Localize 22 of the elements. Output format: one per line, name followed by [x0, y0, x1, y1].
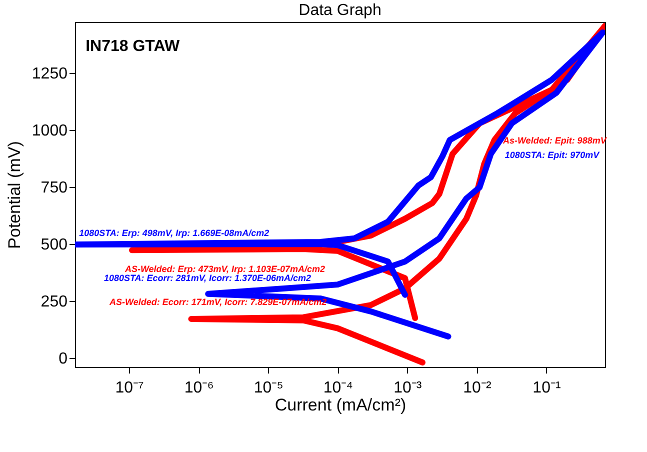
y-axis-title: Potential (mV): [4, 141, 24, 249]
y-tick-label: 1000: [32, 122, 68, 140]
x-tick-label: 10⁻¹: [532, 380, 561, 396]
y-tick-label: 0: [58, 350, 68, 368]
annotation: AS-Welded: Erp: 473mV, Irp: 1.103E-07mA/cm2: [124, 264, 326, 274]
y-tick-label: 1250: [32, 66, 68, 83]
annotation: AS-Welded: Ecorr: 171mV, Icorr: 7.829E-07mA/cm2: [108, 297, 327, 308]
chart-title: Data Graph: [298, 2, 382, 19]
x-tick-label: 10⁻⁴: [323, 380, 354, 396]
annotation: IN718 GTAW: [86, 38, 180, 56]
annotation: 1080STA: Erp: 498mV, Irp: 1.669E-08mA/cm2: [79, 228, 270, 238]
y-tick-label: 500: [40, 236, 68, 254]
y-tick-label: 750: [40, 180, 68, 197]
x-tick-label: 10⁻⁵: [254, 380, 284, 396]
x-tick-label: 10⁻³: [394, 380, 422, 396]
annotation: 1080STA: Epit: 970mV: [504, 150, 600, 160]
x-tick-label: 10⁻⁶: [184, 380, 214, 396]
y-tick-label: 250: [40, 293, 68, 310]
x-tick-label: 10⁻²: [463, 380, 492, 396]
x-axis-title: Current (mA/cm²): [274, 396, 406, 414]
annotation: 1080STA: Ecorr: 281mV, Icorr: 1.370E-06mA/cm2: [104, 272, 312, 283]
x-tick-label: 10⁻⁷: [115, 380, 144, 396]
